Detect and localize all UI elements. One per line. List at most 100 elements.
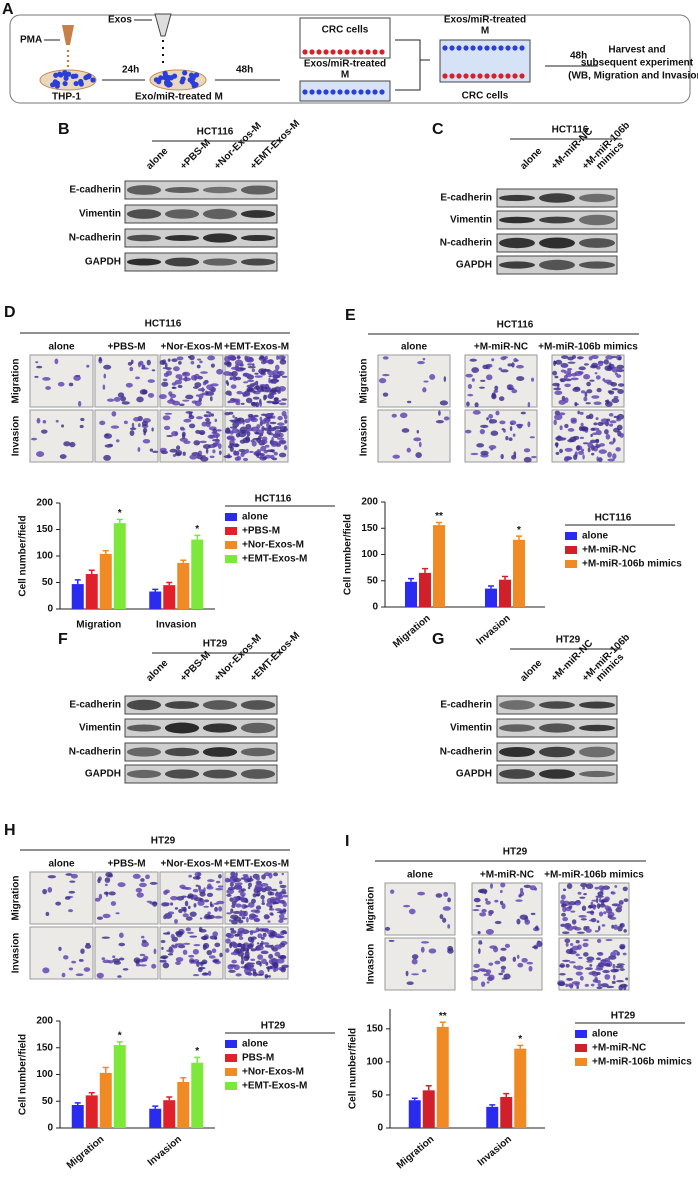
bar	[436, 1026, 449, 1128]
cell	[330, 89, 336, 95]
stained-cell	[582, 454, 585, 460]
legend-swatch	[225, 513, 237, 521]
stained-cell	[526, 961, 534, 965]
stained-cell	[105, 872, 113, 878]
stained-cell	[213, 902, 220, 905]
stained-cell	[584, 363, 589, 366]
stained-cell	[615, 447, 621, 452]
stained-cell	[264, 359, 273, 364]
y-axis-label: Cell number/field	[18, 515, 29, 596]
stained-cell	[235, 401, 241, 406]
stained-cell	[264, 355, 268, 361]
stained-cell	[239, 909, 243, 916]
stained-cell	[103, 373, 107, 379]
stained-cell	[237, 884, 243, 890]
column-label: +M-miR-NC	[474, 342, 528, 353]
stained-cell	[210, 383, 219, 387]
stained-cell	[202, 972, 209, 976]
stained-cell	[97, 878, 101, 884]
stained-cell	[406, 447, 411, 453]
stained-cell	[596, 971, 601, 976]
stained-cell	[131, 422, 135, 429]
label: (WB, Migration and Invasion)	[568, 71, 698, 82]
stained-cell	[578, 450, 584, 455]
x-tick-label: Invasion	[156, 620, 197, 631]
stained-cell	[255, 960, 262, 965]
cell	[372, 89, 378, 95]
stained-cell	[499, 956, 507, 962]
micrograph	[94, 926, 159, 980]
stained-cell	[617, 383, 625, 387]
stained-cell	[570, 377, 579, 381]
connector	[395, 39, 430, 91]
cell-line: HCT116	[197, 127, 234, 138]
protein-label: E-cadherin	[69, 185, 121, 196]
stained-cell	[530, 912, 536, 916]
protein-label: Vimentin	[79, 723, 121, 734]
cell	[470, 73, 476, 79]
stained-cell	[561, 355, 569, 359]
stained-cell	[507, 387, 515, 390]
stained-cell	[238, 936, 244, 941]
stained-cell	[485, 969, 492, 975]
stained-cell	[574, 402, 578, 407]
cell	[73, 73, 79, 79]
stained-cell	[429, 373, 436, 380]
stained-cell	[182, 949, 188, 955]
stained-cell	[164, 412, 173, 415]
stained-cell	[247, 363, 253, 366]
stained-cell	[582, 442, 589, 445]
protein-label: GAPDH	[456, 260, 492, 271]
stained-cell	[149, 881, 158, 885]
x-tick-label: Migration	[65, 1134, 107, 1171]
stained-cell	[575, 445, 581, 451]
stained-cell	[207, 883, 212, 889]
stained-cell	[214, 418, 218, 423]
stained-cell	[239, 439, 246, 444]
stained-cell	[599, 963, 606, 967]
stained-cell	[245, 397, 253, 404]
stained-cell	[595, 439, 600, 444]
stained-cell	[57, 381, 65, 387]
stained-cell	[198, 872, 201, 876]
error-bar	[194, 534, 201, 540]
stained-cell	[239, 367, 247, 370]
bar	[419, 572, 431, 607]
error-bar	[102, 1066, 109, 1073]
stained-cell	[266, 416, 273, 419]
error-bar	[88, 1091, 95, 1096]
cell	[456, 45, 462, 51]
stained-cell	[253, 917, 261, 923]
micrograph	[377, 354, 451, 408]
band	[126, 258, 162, 266]
cell-line: HT29	[556, 635, 581, 646]
stained-cell	[278, 370, 285, 376]
band	[126, 185, 162, 195]
stained-cell	[558, 399, 567, 405]
stained-cell	[283, 444, 288, 451]
stained-cell	[135, 887, 143, 893]
bar	[499, 579, 511, 607]
stained-cell	[232, 443, 240, 448]
stained-cell	[235, 376, 242, 381]
legend-label: +M-miR-106b mimics	[582, 559, 682, 570]
blot-strip	[124, 180, 278, 200]
stained-cell	[186, 931, 195, 934]
cell	[505, 45, 511, 51]
stained-cell	[411, 973, 419, 976]
stained-cell	[190, 897, 194, 900]
protein-label: N-cadherin	[69, 747, 121, 758]
stained-cell	[479, 429, 485, 435]
stained-cell	[104, 877, 111, 883]
stained-cell	[577, 891, 582, 895]
stained-cell	[69, 880, 76, 883]
panel-label: B	[58, 121, 70, 138]
stained-cell	[509, 420, 517, 426]
stained-cell	[175, 374, 183, 379]
stained-cell	[252, 968, 257, 975]
stained-cell	[175, 431, 178, 436]
stained-cell	[163, 932, 170, 935]
stained-cell	[235, 949, 240, 953]
y-tick-label: 0	[47, 1123, 53, 1134]
stained-cell	[479, 912, 487, 917]
